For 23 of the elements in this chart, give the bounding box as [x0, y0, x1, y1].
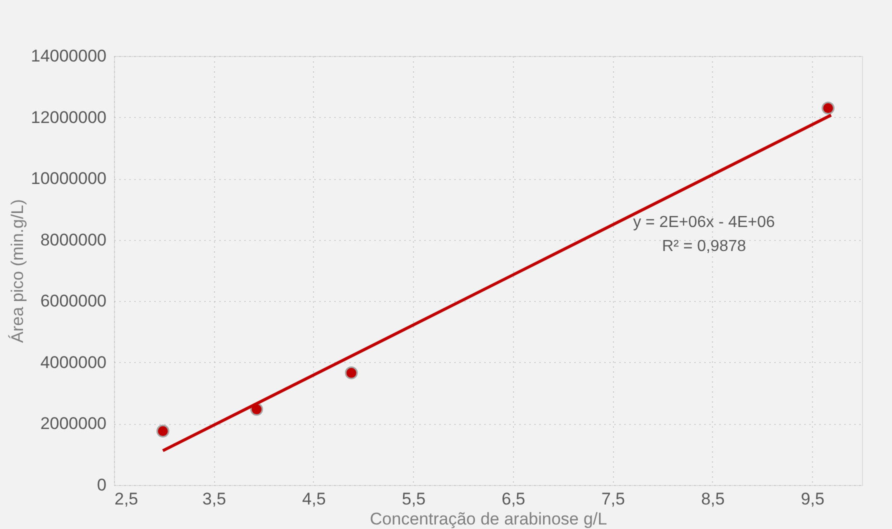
- x-tick-label: 2,5: [114, 490, 138, 508]
- x-tick-label: 7,5: [601, 490, 625, 508]
- point: [344, 366, 358, 380]
- x-tick-label: 4,5: [302, 490, 326, 508]
- y-tick-label: 6000000: [40, 292, 106, 311]
- point: [822, 102, 835, 115]
- y-tick-label: 2000000: [40, 414, 106, 434]
- y-tick-label: 12000000: [30, 108, 106, 127]
- y-tick-label: 0: [97, 476, 106, 494]
- annotation: R² = 0,9878: [662, 238, 746, 255]
- y-axis-title: Área pico (min.g/L): [8, 199, 27, 343]
- x-tick-label: 5,5: [402, 490, 426, 508]
- x-tick-label: 6,5: [502, 490, 526, 508]
- x-axis-title: Concentração de arabinose g/L: [370, 510, 608, 528]
- x-tick-label: 8,5: [701, 490, 725, 508]
- y-tick-label: 10000000: [30, 169, 106, 188]
- y-tick-label: 4000000: [40, 352, 106, 372]
- x-tick-label: 3,5: [202, 490, 226, 508]
- y-tick-label: 14000000: [30, 46, 106, 66]
- annotation: y = 2E+06x - 4E+06: [633, 214, 776, 231]
- y-tick-label: 8000000: [40, 230, 106, 250]
- point: [156, 424, 170, 438]
- x-tick-label: 9,5: [800, 490, 824, 508]
